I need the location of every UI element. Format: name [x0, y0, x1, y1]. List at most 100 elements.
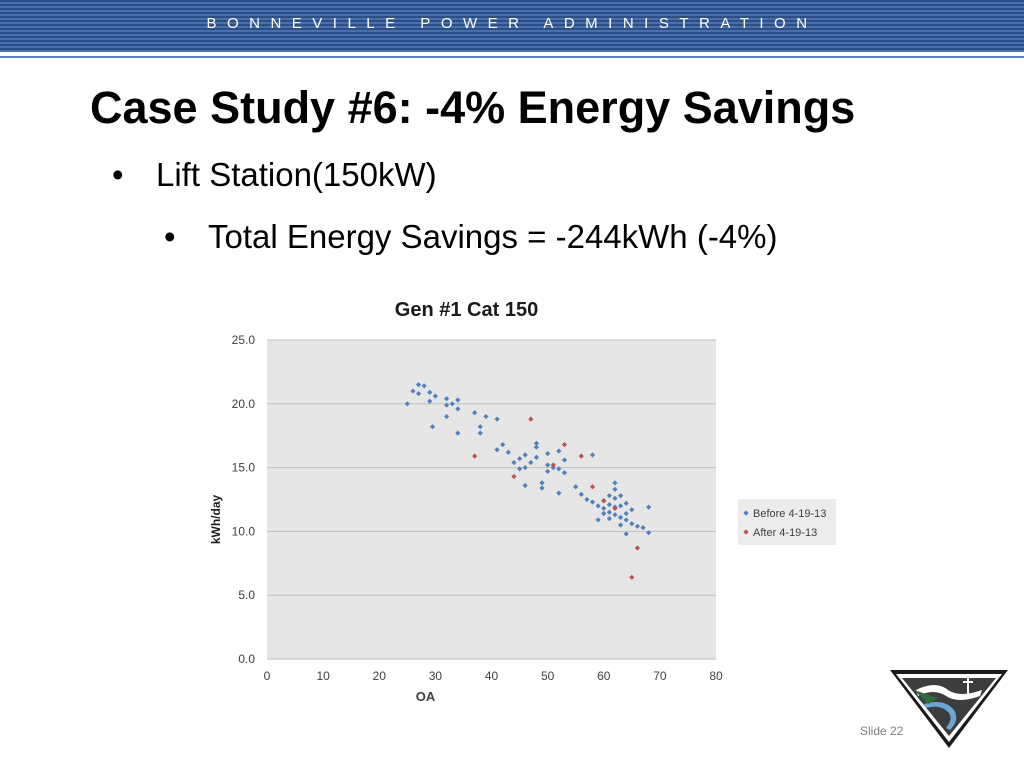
chart-title: Gen #1 Cat 150	[395, 299, 538, 321]
data-point	[629, 574, 635, 580]
data-point	[556, 466, 562, 472]
data-point	[561, 457, 568, 463]
data-point	[595, 503, 601, 509]
data-point	[500, 442, 506, 448]
bpa-logo-icon	[890, 670, 1008, 748]
bullet1-text: Lift Station(150kW)	[156, 156, 437, 193]
data-point	[561, 470, 568, 476]
x-tick-label: 40	[485, 669, 499, 683]
x-tick-label: 70	[653, 669, 667, 683]
x-tick-label: 80	[709, 669, 723, 683]
scatter-chart: Gen #1 Cat 150 0.0 5.0 10.0 15.0 20.0 25.0 0 10 2…	[200, 288, 850, 713]
data-point	[612, 480, 618, 486]
data-point	[601, 505, 607, 512]
data-point	[533, 444, 539, 450]
data-point	[472, 453, 478, 459]
data-point	[617, 522, 624, 528]
data-point	[539, 485, 545, 491]
bullet2-text: Total Energy Savings = -244kWh (-4%)	[208, 218, 778, 255]
data-point	[612, 512, 618, 518]
data-point	[533, 440, 539, 446]
y-tick-label: 25.0	[232, 333, 256, 347]
data-point	[472, 410, 478, 416]
y-axis-label: kWh/day	[209, 495, 223, 545]
data-point	[533, 454, 539, 460]
data-point	[606, 493, 612, 499]
y-tick-label: 20.0	[232, 397, 256, 411]
bullet-symbol: •	[112, 156, 124, 193]
x-axis-label: OA	[416, 689, 436, 704]
data-point	[646, 504, 652, 510]
x-tick-label: 20	[373, 669, 387, 683]
bullet-level1: • Lift Station(150kW)	[112, 156, 437, 194]
data-point	[477, 430, 483, 436]
data-point	[522, 482, 528, 489]
data-point	[629, 507, 635, 513]
data-point	[623, 517, 629, 523]
data-point	[589, 452, 596, 458]
x-tick-label: 50	[541, 669, 555, 683]
data-point	[432, 393, 438, 399]
data-point	[528, 416, 534, 422]
data-point	[556, 448, 562, 454]
data-point	[612, 486, 618, 492]
bullet-symbol: •	[164, 218, 176, 255]
data-point	[516, 456, 523, 462]
data-point	[404, 401, 410, 407]
data-point	[477, 424, 483, 430]
legend-marker	[743, 529, 749, 535]
y-tick-label: 10.0	[232, 524, 256, 538]
data-point	[539, 480, 545, 486]
data-point	[494, 416, 500, 422]
data-point	[589, 484, 596, 490]
slide-title: Case Study #6: -4% Energy Savings	[90, 82, 856, 133]
data-point	[617, 503, 624, 509]
data-point	[556, 490, 562, 496]
plot-area	[267, 340, 716, 659]
data-point	[505, 449, 511, 455]
legend-box	[738, 499, 836, 545]
bullet-level2: • Total Energy Savings = -244kWh (-4%)	[164, 218, 778, 256]
bpa-logo	[888, 668, 1010, 755]
header-divider	[0, 56, 1024, 58]
data-point	[634, 545, 641, 551]
data-point	[606, 516, 612, 522]
data-point	[612, 505, 618, 512]
data-point	[455, 430, 461, 436]
data-point	[589, 499, 596, 505]
data-point	[623, 510, 629, 517]
y-tick-label: 0.0	[238, 652, 255, 666]
banner-text: BONNEVILLE POWER ADMINISTRATION	[206, 15, 818, 32]
data-point	[646, 530, 652, 536]
data-point	[606, 509, 612, 515]
header-banner: BONNEVILLE POWER ADMINISTRATION	[0, 0, 1024, 52]
y-tick-label: 5.0	[238, 588, 255, 602]
data-point	[617, 514, 624, 520]
data-point	[640, 524, 646, 531]
data-point	[601, 498, 607, 504]
chart-svg: Gen #1 Cat 150 0.0 5.0 10.0 15.0 20.0 25.0 0 10 2…	[209, 299, 836, 704]
legend-marker	[743, 510, 749, 516]
slide-number: Slide 22	[860, 724, 904, 738]
data-point	[601, 510, 607, 517]
x-tick-label: 10	[316, 669, 330, 683]
data-point	[595, 517, 601, 523]
y-tick-label: 15.0	[232, 461, 256, 475]
x-tick-label: 60	[597, 669, 611, 683]
data-point	[455, 406, 461, 412]
data-point	[584, 496, 590, 503]
data-point	[483, 413, 489, 420]
data-point	[623, 500, 629, 506]
x-tick-label: 30	[429, 669, 443, 683]
legend-label: Before 4-19-13	[753, 508, 826, 520]
data-point	[528, 459, 534, 466]
data-point	[617, 493, 624, 499]
data-point	[444, 413, 450, 420]
legend-label: After 4-19-13	[753, 527, 817, 539]
data-point	[561, 442, 568, 448]
x-tick-label: 0	[264, 669, 271, 683]
data-point	[573, 484, 579, 490]
data-point	[578, 491, 584, 497]
data-point	[606, 502, 612, 508]
data-point	[612, 495, 618, 501]
